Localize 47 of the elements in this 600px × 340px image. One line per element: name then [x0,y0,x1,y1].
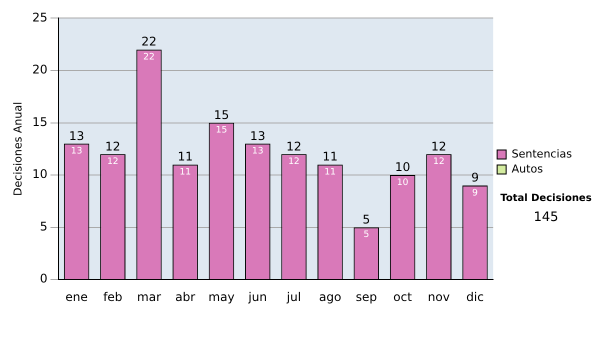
x-tick-label: abr [175,290,196,304]
annotation: 12 [431,139,446,154]
annotation: 11 [178,150,193,164]
annotation: 13 [68,128,84,143]
annotation: 15 [214,108,230,122]
data-label: 13 [252,146,264,157]
legend-label: Sentencias [512,147,572,160]
text: 145 [532,210,560,225]
data-label: 9 [472,188,478,198]
data-label: 11 [180,167,191,178]
y-tick-label: 25 [32,10,48,24]
annotation: 10 [394,160,410,174]
data-label: 5 [364,230,370,240]
data-label: 10 [396,178,409,188]
x-tick-label: jul [286,290,302,304]
x-tick-label: oct [393,290,412,304]
annotation: 22 [141,34,157,49]
y-tick-label: 5 [40,219,48,234]
x-tick-label: ene [65,290,88,304]
x-tick-label: feb [103,290,122,304]
data-label: 12 [107,156,119,167]
data-label: 22 [143,52,155,62]
data-label: 12 [433,156,445,167]
x-tick-label: jun [247,290,267,304]
y-tick-label: 10 [32,167,48,182]
y-tick-label: 15 [32,114,48,129]
annotation: 13 [250,128,266,143]
x-tick-label: sep [356,290,377,304]
data-label: 13 [70,146,82,157]
x-tick-label: may [208,290,235,304]
annotation: 11 [322,150,338,164]
text: Total Decisiones [499,193,593,204]
annotation: 12 [286,139,302,154]
y-tick-label: 20 [32,62,48,77]
legend-label: Autos [512,162,544,176]
data-label: 12 [288,156,300,167]
y-axis-title: Decisiones Anual [11,102,24,196]
data-label: 11 [324,167,336,178]
annotation: 5 [362,212,370,226]
x-tick-label: mar [137,290,162,304]
annotation: 9 [471,170,479,185]
x-tick-label: nov [428,290,450,304]
annotation: 12 [105,139,120,154]
y-tick-label: 0 [40,272,48,286]
x-tick-label: dic [466,290,484,304]
x-tick-label: ago [318,290,342,304]
data-label: 15 [216,126,228,136]
